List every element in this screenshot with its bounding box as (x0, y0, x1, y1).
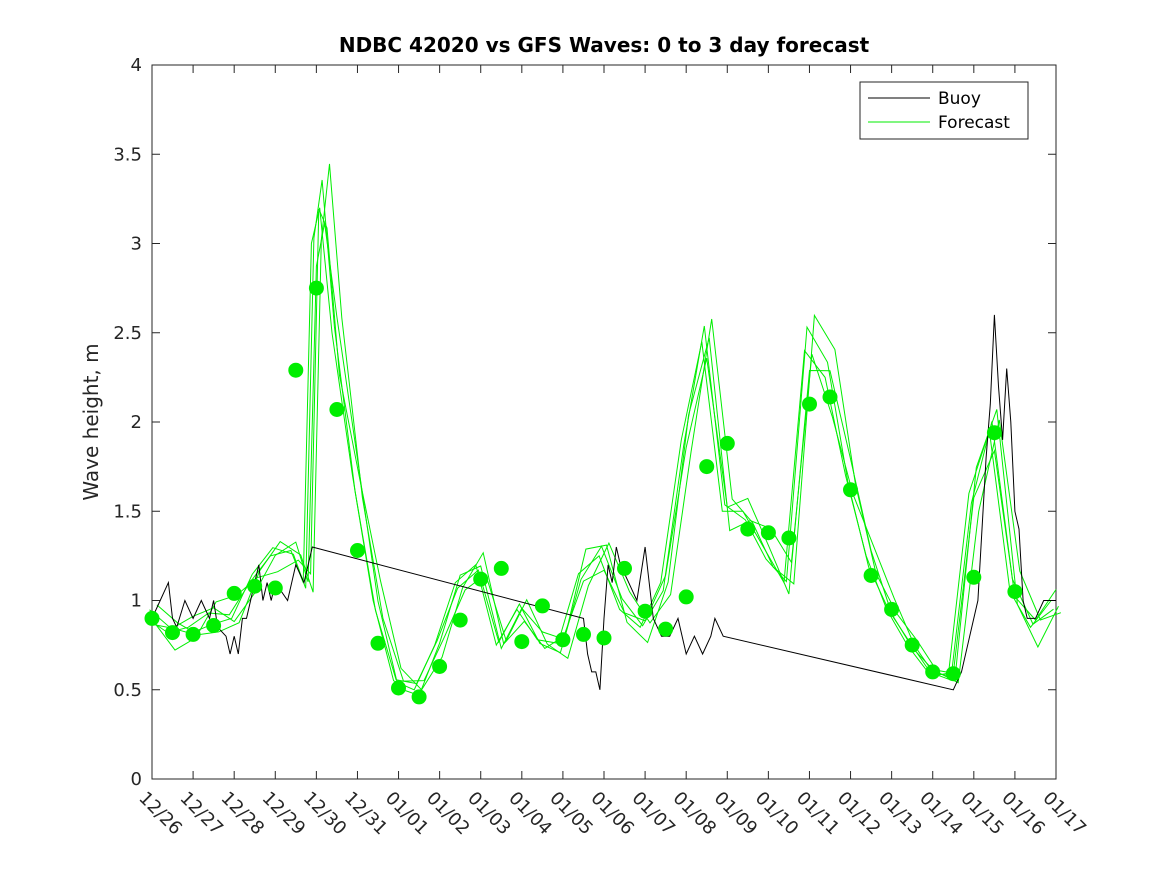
chart-title: NDBC 42020 vs GFS Waves: 0 to 3 day fore… (339, 33, 870, 57)
forecast-marker (760, 525, 776, 541)
buoy-line (151, 314, 1056, 691)
forecast-line (156, 163, 1062, 684)
forecast-marker (986, 425, 1002, 441)
forecast-marker (719, 435, 735, 451)
forecast-marker (1007, 584, 1023, 600)
y-tick-label: 3.5 (113, 144, 142, 165)
legend-forecast-label: Forecast (938, 113, 1010, 133)
y-tick-label: 0 (131, 769, 142, 790)
axis-ticks (151, 64, 1057, 780)
forecast-marker (493, 560, 509, 576)
y-tick-label: 1 (131, 591, 142, 612)
y-tick-label: 0.5 (113, 680, 142, 701)
y-tick-label: 3 (131, 234, 142, 255)
forecast-marker (370, 635, 386, 651)
forecast-marker (555, 632, 571, 648)
forecast-marker (781, 530, 797, 546)
forecast-marker (226, 585, 242, 601)
y-tick-label: 2.5 (113, 323, 142, 344)
forecast-marker (350, 543, 365, 558)
y-tick-label: 2 (131, 412, 142, 433)
forecast-marker (206, 618, 222, 633)
forecast-marker (678, 589, 694, 605)
legend-buoy-label: Buoy (938, 89, 981, 109)
forecast-marker (884, 601, 900, 617)
forecast-marker (473, 571, 489, 587)
legend: Buoy Forecast (859, 81, 1029, 140)
forecast-marker (637, 603, 653, 619)
forecast-marker (452, 612, 468, 628)
y-tick-label: 1.5 (113, 501, 142, 522)
forecast-marker (658, 621, 674, 637)
legend-box (859, 81, 1029, 140)
forecast-marker (514, 634, 530, 650)
forecast-marker (329, 402, 345, 417)
forecast-marker (925, 664, 941, 680)
forecast-marker (144, 610, 160, 626)
y-axis-label: Wave height, m (79, 343, 103, 500)
y-tick-label: 4 (131, 55, 142, 76)
forecast-marker (904, 637, 920, 653)
forecast-marker (945, 666, 961, 682)
forecast-marker (802, 396, 817, 412)
forecast-marker (432, 659, 448, 674)
forecast-line (154, 208, 1059, 691)
forecast-marker (267, 580, 283, 596)
forecast-marker (411, 689, 427, 705)
forecast-marker (247, 578, 263, 594)
forecast-marker (596, 630, 612, 646)
marker-layer (144, 280, 1023, 705)
y-tick-labels: 0 0.5 1 1.5 2 2.5 3 3.5 4 (113, 55, 142, 790)
series-layer (146, 163, 1062, 697)
forecast-marker (576, 626, 591, 642)
forecast-marker (966, 569, 982, 585)
forecast-marker (699, 459, 715, 475)
forecast-marker (288, 362, 304, 378)
forecast-marker (185, 626, 201, 642)
forecast-marker (534, 598, 550, 614)
forecast-marker (391, 680, 406, 696)
plot-area (151, 64, 1057, 780)
forecast-marker (165, 625, 180, 641)
forecast-marker (740, 521, 756, 537)
forecast-line (151, 223, 1057, 697)
forecast-marker (822, 389, 838, 405)
forecast-marker (843, 482, 858, 498)
forecast-marker (617, 560, 632, 576)
forecast-marker (308, 280, 324, 296)
forecast-marker (863, 568, 879, 583)
